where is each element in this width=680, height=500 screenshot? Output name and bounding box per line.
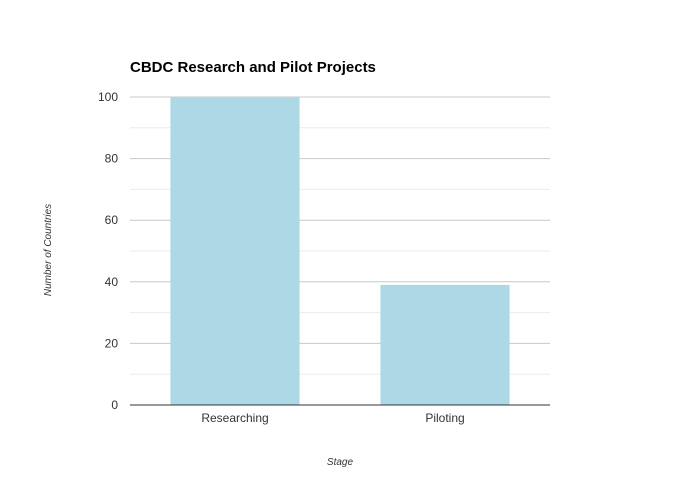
y-tick-label: 60 [105,213,119,227]
y-tick-label: 100 [98,90,118,104]
chart-title: CBDC Research and Pilot Projects [130,59,376,76]
y-tick-labels: 0 20 40 60 80 100 [98,90,118,412]
y-tick-label: 80 [105,152,119,166]
y-tick-label: 40 [105,275,119,289]
y-axis-title: Number of Countries [43,204,54,296]
x-tick-label: Researching [201,411,268,425]
x-tick-labels: Researching Piloting [201,411,464,425]
bar-piloting [380,284,510,405]
x-axis-title: Stage [327,457,354,468]
bar-researching [170,97,300,405]
bars [170,97,510,405]
y-tick-label: 20 [105,336,119,350]
y-tick-label: 0 [111,398,118,412]
x-tick-label: Piloting [425,411,464,425]
